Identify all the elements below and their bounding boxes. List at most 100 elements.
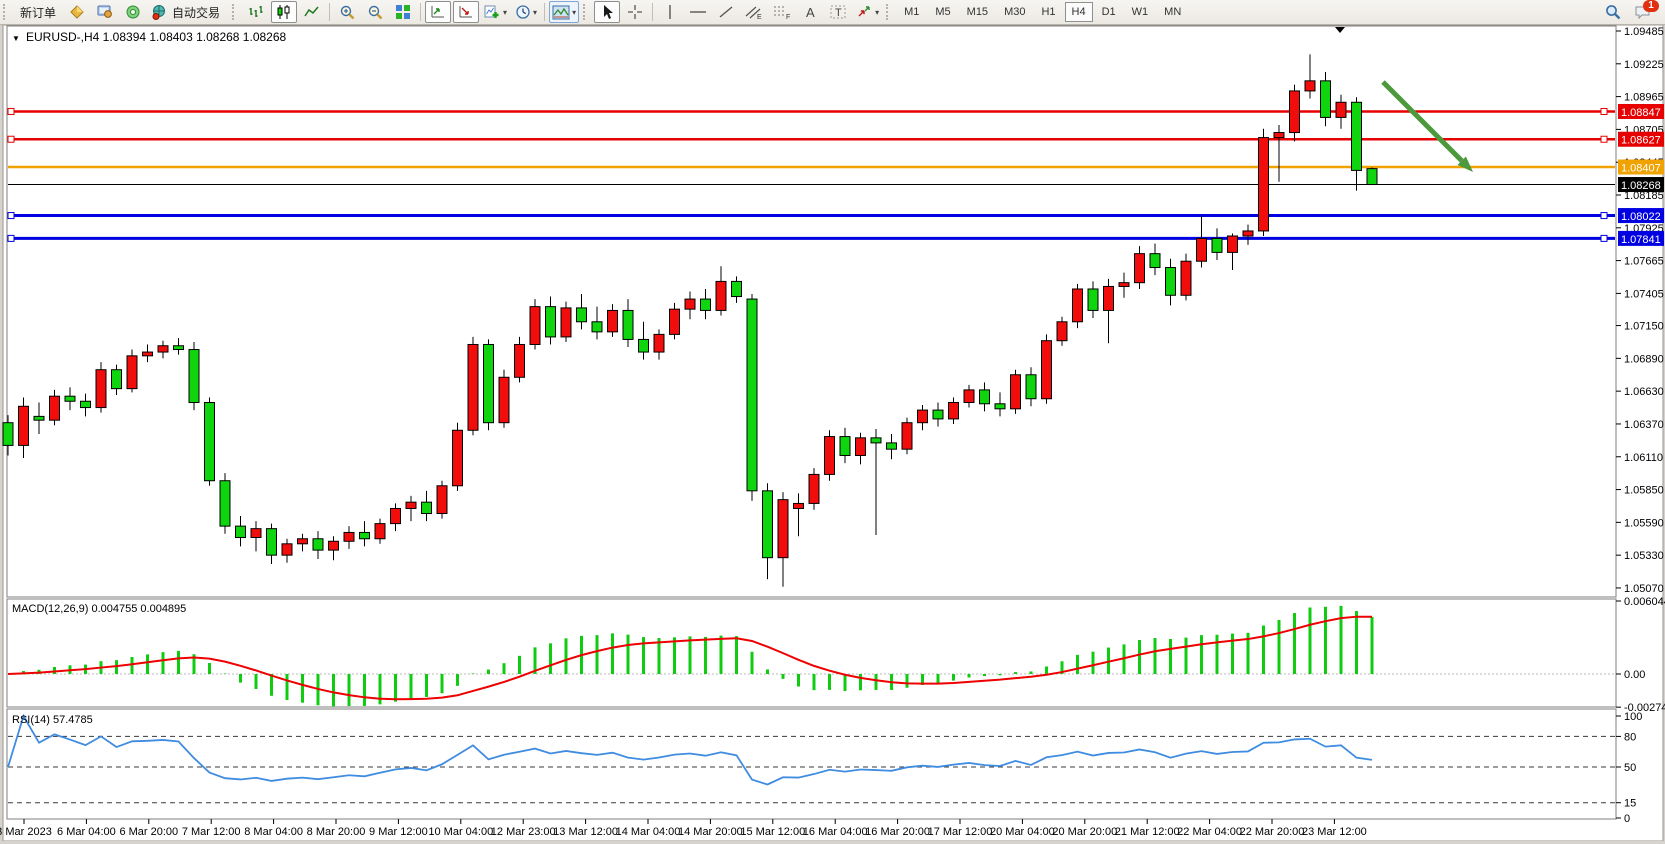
svg-text:E: E: [757, 14, 762, 20]
svg-text:0: 0: [1624, 813, 1630, 825]
add-indicator-button[interactable]: ▾: [481, 1, 510, 23]
rsi-label: RSI(14) 57.4785: [12, 714, 93, 726]
chart-window-icon[interactable]: [64, 1, 90, 23]
rsi-levels: [8, 735, 1615, 804]
shift-marker-icon[interactable]: [1335, 27, 1345, 33]
trend-arrow-annotation[interactable]: [1381, 80, 1473, 172]
timeframe-mn[interactable]: MN: [1164, 6, 1182, 18]
rsi-axis: 100 80 50 15 0: [1616, 711, 1642, 825]
macd-label: MACD(12,26,9) 0.004755 0.004895: [12, 603, 186, 615]
line-handle[interactable]: [7, 135, 15, 143]
show-history-levels-button[interactable]: [453, 1, 480, 23]
horizontal-lines[interactable]: [7, 107, 1615, 242]
hline-resistance-2[interactable]: [7, 135, 1615, 143]
line-handle[interactable]: [7, 107, 15, 115]
toolbar-grip[interactable]: [583, 4, 590, 20]
zoom-in-button[interactable]: [334, 1, 360, 23]
svg-text:1.07150: 1.07150: [1624, 321, 1664, 333]
candlestick-chart-button[interactable]: [271, 1, 298, 23]
data-window-icon[interactable]: [92, 1, 118, 23]
text-tool-button[interactable]: A: [797, 1, 823, 23]
show-trade-levels-button[interactable]: [425, 1, 452, 23]
cursor-icon: [603, 5, 613, 19]
svg-text:15: 15: [1624, 798, 1636, 810]
timeframe-m1[interactable]: M1: [904, 6, 920, 18]
svg-text:1.08022: 1.08022: [1621, 211, 1661, 223]
timeframe-m30[interactable]: M30: [1004, 6, 1026, 18]
toolbar-grip[interactable]: [3, 4, 10, 20]
hline-support-1[interactable]: [7, 212, 1615, 220]
svg-text:1.08847: 1.08847: [1621, 107, 1661, 119]
fibonacci-tool-button[interactable]: F: [769, 1, 795, 23]
horizontal-line-icon: [690, 11, 707, 13]
channel-tool-button[interactable]: E: [741, 1, 767, 23]
hline-resistance-1[interactable]: [7, 107, 1615, 115]
text-label-tool-button[interactable]: T: [825, 1, 851, 23]
svg-text:21 Mar 12:00: 21 Mar 12:00: [1115, 826, 1180, 838]
trendline-tool-button[interactable]: [713, 1, 739, 23]
add-indicator-icon: [484, 5, 499, 18]
cursor-tool-button[interactable]: [594, 1, 621, 23]
svg-text:50: 50: [1624, 762, 1636, 774]
svg-text:1.06370: 1.06370: [1624, 419, 1664, 431]
signals-icon[interactable]: [120, 1, 146, 23]
timeframe-m15[interactable]: M15: [966, 6, 989, 18]
search-button[interactable]: [1600, 1, 1626, 23]
rsi-line: [7, 713, 1373, 786]
timeframe-w1[interactable]: W1: [1131, 6, 1149, 18]
equidistant-channel-icon: E: [745, 6, 762, 20]
timeframe-d1[interactable]: D1: [1101, 6, 1116, 18]
bar-chart-button[interactable]: [243, 1, 269, 23]
line-handle[interactable]: [1600, 234, 1608, 242]
line-handle[interactable]: [1600, 107, 1608, 115]
svg-text:16 Mar 04:00: 16 Mar 04:00: [803, 826, 868, 838]
svg-text:1.05850: 1.05850: [1624, 485, 1664, 497]
dropdown-arrow-icon: ▾: [503, 7, 508, 17]
line-handle[interactable]: [7, 234, 15, 242]
svg-text:1.08627: 1.08627: [1621, 135, 1661, 147]
crosshair-icon: [628, 5, 643, 19]
vertical-line-tool-button[interactable]: [657, 1, 683, 23]
toolbar-grip[interactable]: [232, 4, 239, 20]
crosshair-tool-button[interactable]: [622, 1, 648, 23]
chart-arrow-down-icon: [459, 6, 472, 18]
macd-axis: 0.006044 0.00 -0.002746: [1616, 596, 1665, 714]
svg-text:EURUSD-,H4 1.08394 1.08403 1.: EURUSD-,H4 1.08394 1.08403 1.08268 1.082…: [26, 30, 287, 44]
timeframe-h1[interactable]: H1: [1041, 6, 1056, 18]
timeframe-h4[interactable]: H4: [1064, 2, 1093, 22]
svg-text:7 Mar 12:00: 7 Mar 12:00: [182, 826, 241, 838]
panel-frame: [6, 708, 1617, 820]
svg-text:1.06890: 1.06890: [1624, 353, 1664, 365]
svg-text:0.006044: 0.006044: [1624, 596, 1665, 608]
notifications-button[interactable]: 1: [1628, 0, 1659, 23]
new-order-button[interactable]: 新订单: [20, 5, 57, 20]
svg-text:23 Mar 12:00: 23 Mar 12:00: [1302, 826, 1367, 838]
svg-text:1.05590: 1.05590: [1624, 517, 1664, 529]
period-button[interactable]: ▾: [512, 1, 540, 23]
zoom-out-button[interactable]: [362, 1, 388, 23]
auto-trading-button[interactable]: 自动交易: [148, 1, 228, 23]
line-handle[interactable]: [1600, 135, 1608, 143]
svg-text:1.07405: 1.07405: [1624, 288, 1664, 300]
line-handle[interactable]: [1600, 212, 1608, 220]
timeframe-m5[interactable]: M5: [935, 6, 951, 18]
arrows-tool-button[interactable]: ▾: [853, 1, 882, 23]
hline-support-2[interactable]: [7, 234, 1615, 242]
svg-text:1.09485: 1.09485: [1624, 26, 1664, 38]
horizontal-line-tool-button[interactable]: [685, 1, 711, 23]
arrow-shapes-icon: [858, 6, 870, 17]
chart-template-button[interactable]: ▾: [549, 1, 580, 23]
tile-windows-button[interactable]: [390, 1, 416, 23]
chart-title: ▼ EURUSD-,H4 1.08394 1.08403 1.08268 1.08…: [12, 30, 287, 44]
timeframe-group: M1 M5 M15 M30 H1 H4 D1 W1 MN: [896, 2, 1189, 22]
svg-text:14 Mar 04:00: 14 Mar 04:00: [616, 826, 681, 838]
svg-text:1.07665: 1.07665: [1624, 256, 1664, 268]
svg-text:3 Mar 2023: 3 Mar 2023: [0, 826, 52, 838]
line-chart-button[interactable]: [299, 1, 325, 23]
toolbar-grip[interactable]: [886, 4, 893, 20]
svg-text:T: T: [835, 7, 842, 19]
panel-frame: [6, 598, 1617, 708]
svg-text:1.05070: 1.05070: [1624, 583, 1664, 595]
line-handle[interactable]: [7, 212, 15, 220]
